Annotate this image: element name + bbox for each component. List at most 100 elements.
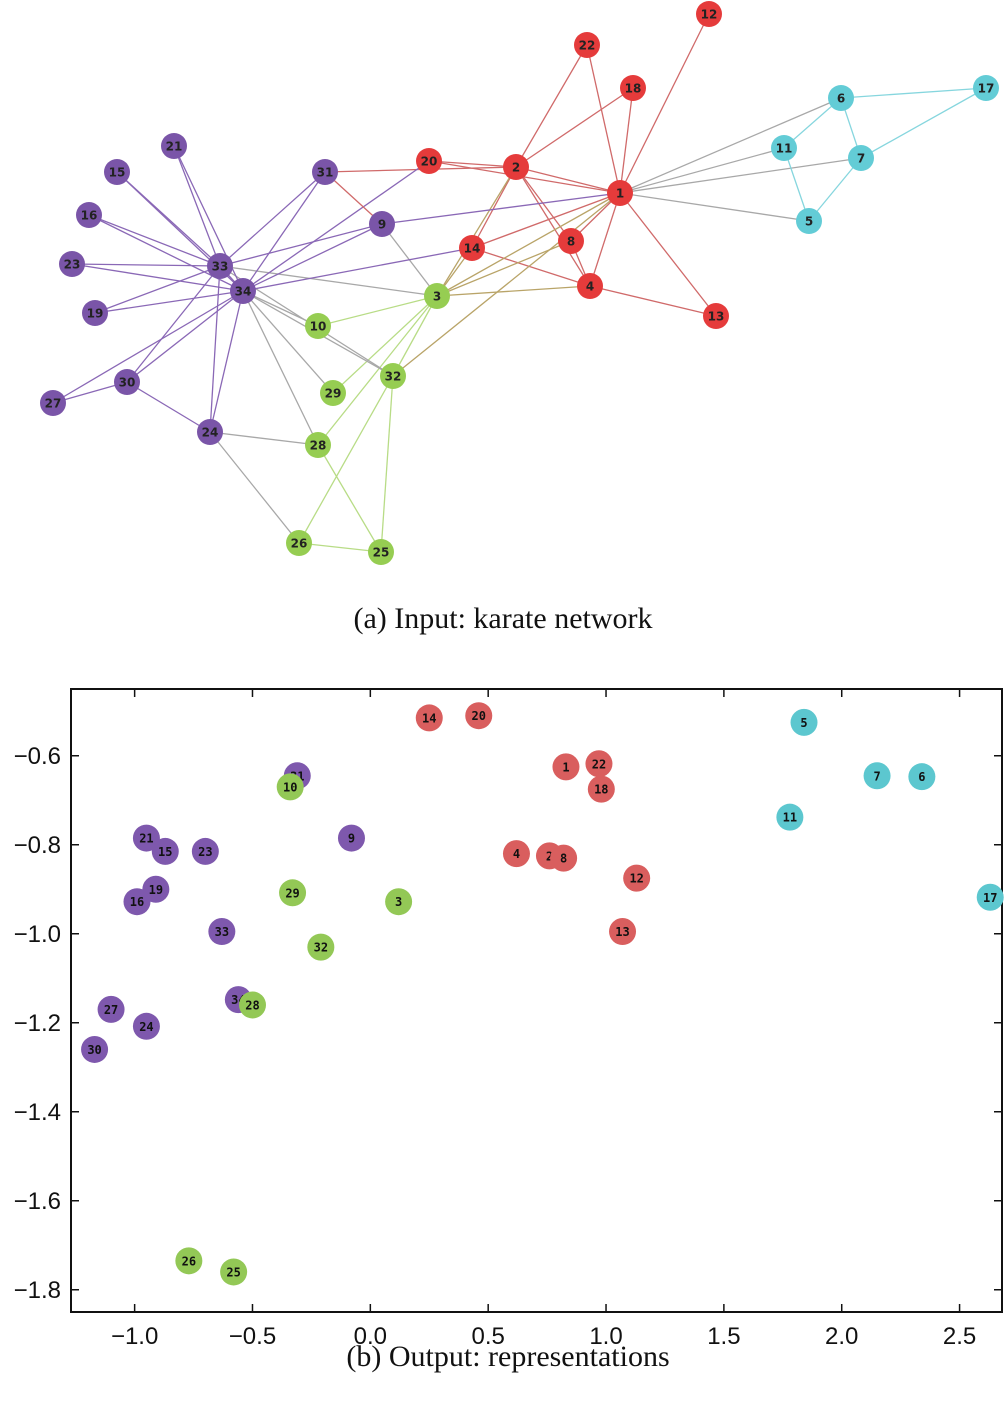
scatter-point-marker	[220, 1258, 248, 1286]
network-node-17: 17	[973, 75, 999, 101]
network-node-circle	[305, 313, 331, 339]
network-edge-3-29	[332, 295, 438, 394]
y-tick-label: −1.2	[14, 1010, 61, 1037]
network-node-circle	[558, 228, 584, 254]
x-tick-label: −1.0	[111, 1323, 158, 1350]
network-edge-34-14	[242, 247, 473, 292]
network-edge-34-19	[94, 290, 244, 314]
scatter-point-label: 18	[594, 783, 608, 797]
scatter-point-label: 8	[560, 852, 567, 866]
scatter-point-27: 27	[97, 995, 125, 1023]
scatter-point-label: 7	[873, 769, 880, 783]
scatter-point-marker	[908, 763, 936, 791]
scatter-point-label: 14	[422, 711, 436, 725]
network-edge-34-16	[88, 214, 244, 292]
network-node-circle	[114, 369, 140, 395]
scatter-panel: −1.0 −0.5 0.0 0.5 1.0 1.5 2.0 2.5 −0.6−0.8−1.0−…	[14, 688, 1004, 1350]
scatter-point-13: 13	[609, 918, 637, 946]
network-edge-24-28	[209, 431, 319, 446]
network-edge-1-6	[619, 97, 842, 194]
network-edge-2-8	[515, 166, 572, 242]
scatter-point-marker	[976, 883, 1004, 911]
network-edge-26-25	[298, 542, 382, 553]
network-edge-32-25	[380, 375, 394, 553]
scatter-point-1: 1	[552, 753, 580, 781]
scatter-point-label: 10	[283, 780, 297, 794]
network-node-circle	[197, 419, 223, 445]
network-edge-1-3	[436, 192, 621, 297]
network-node-circle	[286, 530, 312, 556]
network-node-label: 33	[212, 260, 229, 274]
scatter-point-label: 2	[546, 849, 553, 863]
network-node-label: 5	[805, 215, 813, 229]
network-node-label: 3	[433, 290, 441, 304]
network-edge-2-14	[471, 166, 517, 249]
network-edge-2-20	[428, 160, 517, 168]
network-node-28: 28	[305, 432, 331, 458]
scatter-point-label: 16	[130, 895, 144, 909]
network-node-label: 11	[776, 142, 793, 156]
scatter-point-marker	[863, 762, 891, 790]
x-tick-label: 0.0	[354, 1323, 387, 1350]
network-node-33: 33	[207, 253, 233, 279]
network-node-30: 30	[114, 369, 140, 395]
scatter-point-15: 15	[151, 837, 179, 865]
network-node-label: 6	[837, 92, 845, 106]
network-edge-1-18	[619, 87, 634, 194]
network-node-label: 23	[64, 258, 81, 272]
y-tick-label: −1.0	[14, 921, 61, 948]
network-edge-33-23	[71, 263, 221, 267]
network-node-label: 10	[310, 320, 327, 334]
scatter-point-24: 24	[132, 1012, 160, 1040]
scatter-point-25: 25	[220, 1258, 248, 1286]
network-nodes: 1248121314182022567111731025262829329151…	[40, 1, 999, 565]
scatter-point-label: 29	[285, 886, 299, 900]
network-edge-34-20	[242, 160, 430, 292]
scatter-point-marker	[151, 837, 179, 865]
scatter-point-14: 14	[415, 704, 443, 732]
network-edge-34-9	[242, 223, 383, 292]
scatter-point-marker	[587, 775, 615, 803]
scatter-point-23: 23	[191, 837, 219, 865]
network-node-circle	[82, 300, 108, 326]
network-node-5: 5	[796, 208, 822, 234]
network-edge-3-32	[392, 295, 438, 377]
network-edge-1-22	[586, 44, 621, 194]
network-edge-34-31	[242, 171, 326, 292]
network-node-circle	[696, 1, 722, 27]
network-node-14: 14	[459, 235, 485, 261]
scatter-point-12: 12	[623, 864, 651, 892]
scatter-point-marker	[81, 1035, 109, 1063]
scatter-point-marker	[175, 1247, 203, 1275]
x-tick-label: 2.0	[825, 1323, 858, 1350]
scatter-point-marker	[97, 995, 125, 1023]
network-edge-33-19	[94, 265, 221, 314]
network-node-circle	[416, 148, 442, 174]
scatter-point-label: 33	[215, 925, 229, 939]
network-node-label: 13	[708, 310, 725, 324]
scatter-point-marker	[585, 750, 613, 778]
network-node-circle	[305, 432, 331, 458]
scatter-point-20: 20	[465, 702, 493, 730]
network-edge-33-24	[209, 265, 221, 433]
network-edge-2-3	[436, 166, 517, 297]
network-edge-33-21	[173, 145, 221, 267]
network-edge-6-17	[840, 87, 987, 99]
network-node-label: 17	[978, 82, 995, 96]
scatter-point-label: 32	[314, 941, 328, 955]
network-node-circle	[369, 211, 395, 237]
network-node-label: 8	[567, 235, 575, 249]
network-edge-34-28	[242, 290, 319, 446]
scatter-point-marker	[132, 1012, 160, 1040]
scatter-point-label: 5	[800, 716, 807, 730]
network-node-label: 32	[385, 370, 402, 384]
scatter-point-label: 21	[139, 832, 153, 846]
network-node-label: 12	[701, 8, 718, 22]
network-node-25: 25	[368, 539, 394, 565]
scatter-point-marker	[337, 824, 365, 852]
network-node-label: 1	[616, 187, 624, 201]
network-node-circle	[59, 251, 85, 277]
y-tick-label: −0.6	[14, 743, 61, 770]
network-node-23: 23	[59, 251, 85, 277]
